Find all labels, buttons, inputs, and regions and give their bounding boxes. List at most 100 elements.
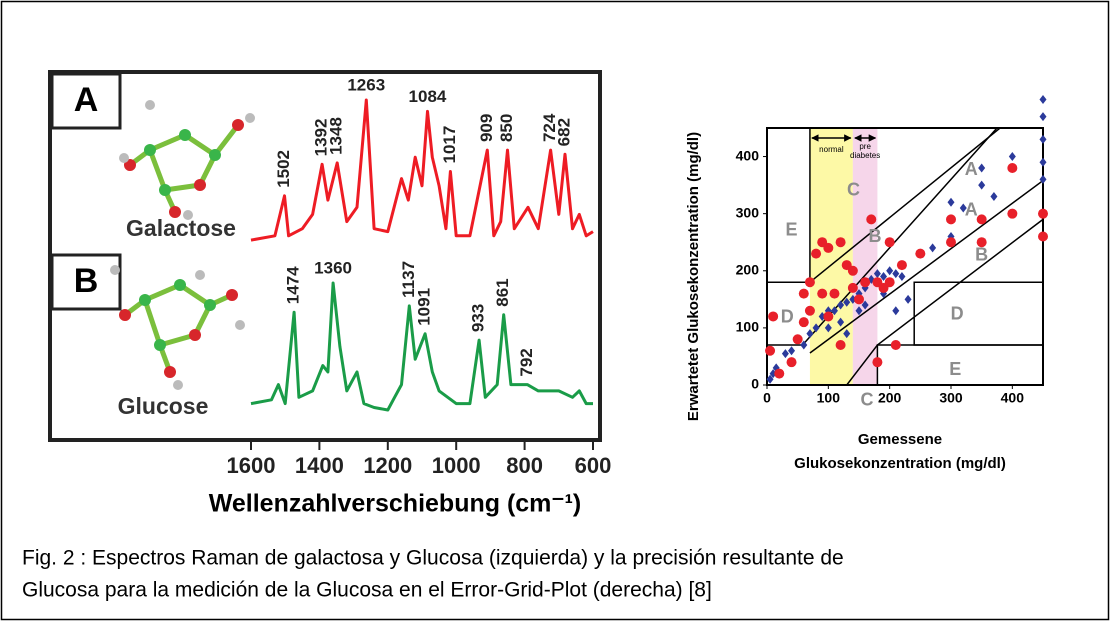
point (847, 265, 858, 276)
zone-label: A (965, 159, 978, 179)
point (800, 340, 808, 350)
point (1038, 231, 1048, 242)
x-tick-label: 600 (575, 453, 612, 478)
zone-line (876, 344, 1043, 385)
point (872, 357, 883, 368)
point (861, 300, 869, 310)
point (892, 306, 900, 316)
zone-label: E (949, 359, 961, 379)
zone-label: B (868, 226, 881, 246)
point (904, 294, 912, 304)
point (812, 323, 820, 333)
x-tick-label: 1000 (432, 453, 481, 478)
point (798, 317, 809, 328)
peak-label: 1360 (314, 258, 352, 277)
zone-label: D (781, 306, 794, 326)
series-name: Galactose (126, 215, 236, 241)
zone-line (809, 179, 1043, 354)
point (792, 334, 803, 345)
point (788, 346, 796, 356)
peak-label: 792 (517, 348, 536, 376)
zone-label: D (951, 304, 964, 324)
point (892, 269, 900, 279)
point (946, 214, 956, 225)
zone-label: A (965, 200, 978, 220)
point (829, 288, 840, 299)
y-tick-label: 200 (736, 261, 760, 277)
point (854, 294, 864, 305)
point (896, 260, 907, 271)
panel-label: B (74, 262, 99, 300)
peak-label: 1474 (284, 266, 303, 304)
plot-frame (766, 127, 1044, 386)
point (843, 297, 851, 307)
point (1039, 112, 1047, 122)
caption: Fig. 2 : Espectros Raman de galactosa y … (22, 547, 844, 570)
band-label: normal (819, 145, 844, 154)
band-label: pre (859, 142, 871, 151)
series-name: Glucose (118, 393, 209, 419)
point (860, 277, 871, 288)
spectrum-line (250, 281, 593, 412)
point (1039, 174, 1047, 184)
point (880, 271, 888, 281)
x-tick-label: 200 (878, 390, 902, 406)
peak-label: 1348 (327, 117, 346, 155)
point (830, 306, 838, 316)
point (884, 277, 895, 288)
point (781, 349, 789, 359)
x-tick-label: 800 (506, 453, 543, 478)
x-tick-label: 0 (763, 390, 771, 406)
zone-label: E (786, 220, 798, 240)
zone-label: C (860, 390, 873, 410)
peak-label: 1084 (409, 87, 447, 106)
zone-label: C (847, 180, 860, 200)
peak-label: 1137 (399, 261, 418, 298)
point (959, 203, 967, 213)
y-tick-label: 300 (736, 204, 760, 220)
point (978, 163, 986, 173)
point (1039, 94, 1047, 104)
y-tick-label: 0 (751, 376, 759, 392)
point (886, 266, 894, 276)
point (884, 237, 895, 248)
point (1039, 134, 1047, 144)
point (835, 237, 846, 248)
y-tick-label: 100 (736, 319, 760, 335)
band-label: diabetes (850, 151, 880, 160)
point (817, 288, 828, 299)
point (837, 300, 845, 310)
point (1008, 152, 1016, 162)
zone-label: B (975, 245, 988, 265)
peak-label: 1502 (274, 150, 293, 188)
point (976, 237, 987, 248)
point (811, 248, 822, 259)
x-tick-label: 1400 (295, 453, 344, 478)
point (768, 311, 779, 322)
x-tick-label: 1600 (227, 453, 276, 478)
point (1039, 157, 1047, 167)
x-axis-label: Gemessene (858, 431, 942, 448)
peak-label: 1017 (440, 126, 459, 164)
spectrum-line (250, 98, 594, 242)
peak-label: 933 (469, 304, 488, 332)
panel-label-box (50, 253, 122, 311)
range-band (852, 128, 878, 385)
point (837, 317, 845, 327)
point (866, 214, 877, 225)
point (898, 271, 906, 281)
point (947, 197, 955, 207)
point (915, 248, 926, 259)
point (798, 288, 809, 299)
point (873, 269, 881, 279)
point (847, 282, 858, 293)
point (823, 311, 834, 322)
peak-label: 1263 (347, 75, 385, 94)
point (1038, 208, 1048, 219)
y-axis-label: Erwartetet Glukosekonzentration (mg/dl) (685, 132, 702, 421)
point (823, 242, 834, 253)
x-axis-label: Wellenzahlverschiebung (cm⁻¹) (209, 490, 582, 518)
x-tick-label: 1200 (363, 453, 412, 478)
point (806, 329, 814, 339)
